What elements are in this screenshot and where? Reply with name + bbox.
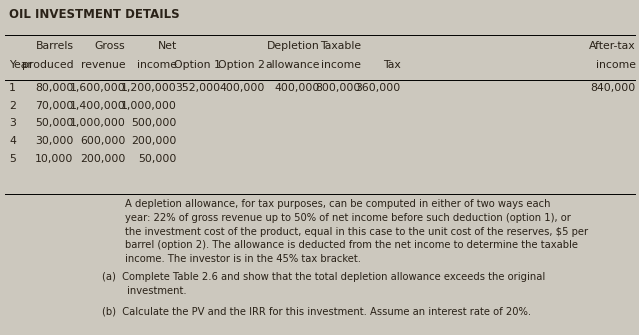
Text: (a)  Complete Table 2.6 and show that the total depletion allowance exceeds the : (a) Complete Table 2.6 and show that the… [102, 272, 546, 295]
Text: 50,000: 50,000 [139, 154, 177, 164]
Text: (b)  Calculate the PV and the IRR for this investment. Assume an interest rate o: (b) Calculate the PV and the IRR for thi… [102, 307, 532, 317]
Text: 1,000,000: 1,000,000 [70, 118, 125, 128]
Text: 600,000: 600,000 [80, 136, 125, 146]
Text: 5: 5 [9, 154, 16, 164]
Text: 2: 2 [9, 100, 16, 111]
Text: 3: 3 [9, 118, 16, 128]
Text: Option 2: Option 2 [218, 60, 265, 70]
Text: A depletion allowance, for tax purposes, can be computed in either of two ways e: A depletion allowance, for tax purposes,… [125, 199, 588, 264]
Text: OIL INVESTMENT DETAILS: OIL INVESTMENT DETAILS [9, 8, 180, 21]
Text: Depletion: Depletion [266, 41, 320, 51]
Text: 200,000: 200,000 [132, 136, 177, 146]
Text: 1,200,000: 1,200,000 [121, 83, 177, 93]
Text: After-tax: After-tax [589, 41, 636, 51]
Text: 10,000: 10,000 [35, 154, 73, 164]
Text: 840,000: 840,000 [590, 83, 636, 93]
Text: Taxable: Taxable [320, 41, 361, 51]
Text: Year: Year [9, 60, 32, 70]
Text: Net: Net [158, 41, 177, 51]
Text: 800,000: 800,000 [316, 83, 361, 93]
Text: income: income [321, 60, 361, 70]
Text: 400,000: 400,000 [219, 83, 265, 93]
Text: 30,000: 30,000 [35, 136, 73, 146]
Text: produced: produced [22, 60, 73, 70]
Text: 1,000,000: 1,000,000 [121, 100, 177, 111]
Text: 4: 4 [9, 136, 16, 146]
Text: 200,000: 200,000 [80, 154, 125, 164]
Text: 70,000: 70,000 [35, 100, 73, 111]
Text: allowance: allowance [265, 60, 320, 70]
Text: Option 1: Option 1 [174, 60, 220, 70]
Text: 500,000: 500,000 [132, 118, 177, 128]
Text: Tax: Tax [383, 60, 401, 70]
Text: 50,000: 50,000 [35, 118, 73, 128]
Text: 360,000: 360,000 [355, 83, 401, 93]
Text: revenue: revenue [81, 60, 125, 70]
Text: 400,000: 400,000 [274, 83, 320, 93]
Text: 1,600,000: 1,600,000 [70, 83, 125, 93]
Text: income: income [137, 60, 177, 70]
Text: 80,000: 80,000 [35, 83, 73, 93]
Text: 1,400,000: 1,400,000 [70, 100, 125, 111]
Text: 352,000: 352,000 [175, 83, 220, 93]
Text: Barrels: Barrels [36, 41, 73, 51]
Text: Gross: Gross [95, 41, 125, 51]
Text: income: income [596, 60, 636, 70]
Text: 1: 1 [9, 83, 16, 93]
